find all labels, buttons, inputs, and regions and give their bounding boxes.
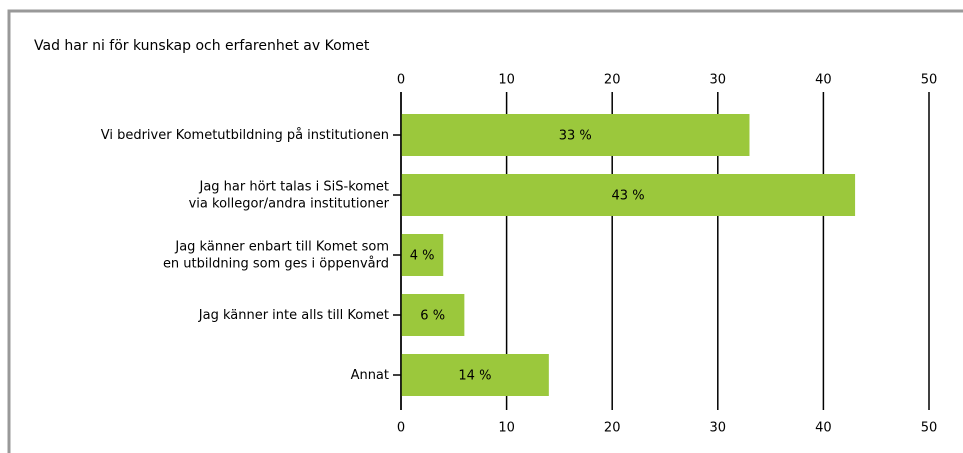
frame — [7, 9, 963, 453]
x-tick-label-top: 30 — [710, 73, 727, 88]
y-tick-label-line: Jag har hört talas i SiS-komet — [198, 179, 389, 194]
y-tick-label-line: Vi bedriver Kometutbildning på instituti… — [101, 128, 389, 143]
y-tick-label: Jag känner inte alls till Komet — [198, 308, 389, 323]
y-tick-label-line: via kollegor/andra institutioner — [189, 196, 390, 211]
x-tick-label-top: 50 — [921, 73, 938, 88]
x-tick-label-top: 0 — [397, 73, 405, 88]
bar — [401, 114, 750, 156]
value-label: 6 % — [420, 309, 445, 324]
y-tick-label: Jag har hört talas i SiS-komet via kolleg… — [189, 179, 390, 211]
x-tick-label-bottom: 30 — [710, 421, 727, 436]
bar — [401, 174, 856, 216]
x-tick-label-bottom: 50 — [921, 421, 938, 436]
x-tick-label-bottom: 0 — [397, 421, 405, 436]
x-tick-label-bottom: 10 — [498, 421, 515, 436]
y-tick-label-line: Annat — [351, 368, 389, 383]
x-tick-label-bottom: 20 — [604, 421, 621, 436]
y-tick-label-line: en utbildning som ges i öppenvård — [163, 256, 389, 271]
chart-title: Vad har ni för kunskap och erfarenhet av… — [34, 38, 370, 54]
value-label: 33 % — [559, 129, 592, 144]
value-label: 43 % — [612, 189, 645, 204]
x-tick-label-top: 20 — [604, 73, 621, 88]
y-tick-label: Vi bedriver Kometutbildning på instituti… — [101, 128, 389, 143]
bar — [401, 354, 549, 396]
value-label: 4 % — [410, 249, 435, 264]
value-label: 14 % — [458, 369, 491, 384]
y-tick-label: Jag känner enbart till Komet som en utbil… — [163, 239, 389, 271]
y-tick-label-line: Jag känner enbart till Komet som — [174, 239, 389, 254]
bar — [401, 294, 465, 336]
y-tick-label-line: Jag känner inte alls till Komet — [198, 308, 389, 323]
bar — [401, 234, 444, 276]
x-tick-label-top: 40 — [815, 73, 832, 88]
x-tick-label-top: 10 — [498, 73, 515, 88]
x-tick-label-bottom: 40 — [815, 421, 832, 436]
y-tick-label: Annat — [351, 368, 389, 383]
